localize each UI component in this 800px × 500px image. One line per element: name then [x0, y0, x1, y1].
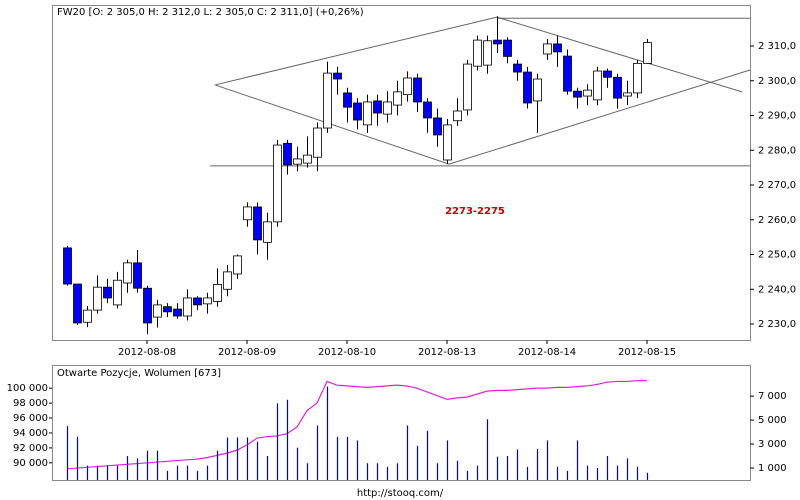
- candle-body: [243, 206, 252, 221]
- y-tick-label: 94 000: [13, 428, 48, 439]
- y2-tick-label: 3 000: [758, 439, 787, 450]
- candle-body: [613, 76, 622, 99]
- trend-line: [214, 16, 498, 86]
- y-tick-label: 2 240,0: [758, 284, 796, 295]
- candle-body: [63, 247, 72, 285]
- x-tick-label: 2012-08-15: [618, 347, 676, 358]
- x-tick-label: 2012-08-13: [418, 347, 476, 358]
- candle-body: [473, 39, 482, 67]
- candle-body: [83, 309, 92, 323]
- candle-body: [443, 124, 452, 161]
- panel-title: Otwarte Pozycje, Wolumen [673]: [57, 368, 221, 379]
- price-frame: [52, 5, 751, 341]
- candle-body: [563, 55, 572, 92]
- candle-body: [143, 287, 152, 324]
- candle-body: [363, 101, 372, 126]
- candle-body: [403, 77, 412, 96]
- y-tick-label: 100 000: [7, 383, 48, 394]
- y-tick-label: 98 000: [13, 398, 48, 409]
- candle-body: [423, 101, 432, 119]
- candle-body: [333, 72, 342, 80]
- candle-body: [93, 286, 102, 311]
- y-tick-label: 2 290,0: [758, 111, 796, 122]
- candle-body: [203, 297, 212, 305]
- chart-title: FW20 [O: 2 305,0 H: 2 312,0 L: 2 305,0 C…: [57, 7, 364, 18]
- candle-body: [293, 158, 302, 165]
- volume-frame: [52, 365, 751, 481]
- candle-body: [523, 71, 532, 104]
- candle-body: [393, 91, 402, 106]
- candle-body: [323, 72, 332, 129]
- candle-body: [193, 297, 202, 306]
- candle-body: [313, 127, 322, 158]
- y2-tick-label: 1 000: [758, 463, 787, 474]
- candle-body: [483, 40, 492, 66]
- candle-body: [623, 92, 632, 97]
- candle-body: [253, 206, 262, 241]
- candle-body: [283, 142, 292, 166]
- candle-body: [113, 279, 122, 306]
- candle-body: [183, 297, 192, 317]
- y-tick-label: 2 250,0: [758, 250, 796, 261]
- candle-body: [463, 63, 472, 111]
- y-tick-label: 92 000: [13, 443, 48, 454]
- y-tick-label: 96 000: [13, 413, 48, 424]
- trend-line: [214, 84, 450, 165]
- x-tick-label: 2012-08-08: [118, 347, 176, 358]
- candle-body: [503, 39, 512, 57]
- x-tick-label: 2012-08-14: [518, 347, 576, 358]
- y-tick-label: 2 280,0: [758, 145, 796, 156]
- candle-body: [413, 77, 422, 103]
- candle-body: [223, 271, 232, 290]
- footer: http://stooq.com/: [357, 488, 444, 499]
- annotation: 2273-2275: [445, 206, 505, 217]
- y-tick-label: 2 300,0: [758, 76, 796, 87]
- candle-body: [233, 255, 242, 275]
- open-interest-line: [66, 380, 647, 470]
- candle-body: [73, 283, 82, 324]
- candle-body: [543, 43, 552, 55]
- y-tick-label: 90 000: [13, 458, 48, 469]
- y2-tick-label: 7 000: [758, 391, 787, 402]
- y-tick-label: 2 260,0: [758, 215, 796, 226]
- candle-body: [213, 283, 222, 302]
- y2-tick-label: 5 000: [758, 415, 787, 426]
- candle-body: [263, 221, 272, 243]
- candle-body: [103, 286, 112, 299]
- candle-body: [553, 43, 562, 53]
- candle-body: [353, 102, 362, 121]
- y-tick-label: 2 230,0: [758, 319, 796, 330]
- candle-body: [133, 262, 142, 289]
- candle-body: [513, 63, 522, 73]
- candle-body: [453, 110, 462, 122]
- candle-body: [493, 39, 502, 45]
- candle-body: [573, 90, 582, 98]
- candle-body: [173, 308, 182, 317]
- y-tick-label: 2 270,0: [758, 180, 796, 191]
- candle-body: [123, 262, 132, 284]
- candle-body: [163, 306, 172, 313]
- candle-body: [343, 92, 352, 108]
- candle-body: [373, 100, 382, 114]
- x-tick-label: 2012-08-09: [218, 347, 276, 358]
- candle-body: [153, 304, 162, 318]
- candle-body: [303, 154, 312, 164]
- x-tick-label: 2012-08-10: [318, 347, 376, 358]
- candle-body: [603, 70, 612, 78]
- candle-body: [433, 117, 442, 136]
- candle-body: [383, 101, 392, 115]
- y-tick-label: 2 310,0: [758, 41, 796, 52]
- candle-body: [583, 89, 592, 97]
- trend-line: [496, 16, 743, 93]
- candle-body: [593, 70, 602, 101]
- candle-body: [643, 42, 652, 64]
- candle-body: [533, 78, 542, 102]
- trend-line: [448, 69, 751, 165]
- candle-body: [633, 62, 642, 94]
- candle-body: [273, 144, 282, 223]
